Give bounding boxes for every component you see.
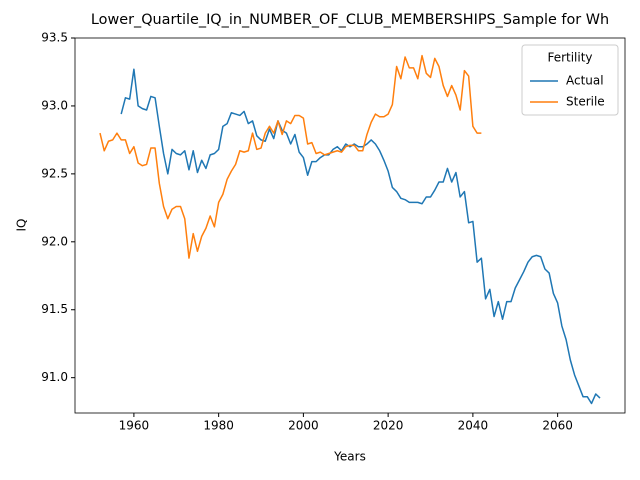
x-tick-label: 2000	[288, 419, 319, 433]
legend-box	[521, 44, 619, 116]
chart-title: Lower_Quartile_IQ_in_NUMBER_OF_CLUB_MEMB…	[91, 12, 609, 28]
plot-frame	[74, 37, 626, 414]
y-tick-label: 92.5	[41, 166, 68, 180]
x-tick-label: 1960	[119, 419, 150, 433]
legend-label: Sterile	[566, 95, 605, 109]
y-tick-label: 93.0	[41, 98, 68, 112]
x-tick-label: 2020	[373, 419, 404, 433]
x-tick-label: 2060	[542, 419, 573, 433]
legend-title: Fertility	[547, 51, 592, 65]
y-tick-label: 92.0	[41, 234, 68, 248]
x-tick-label: 1980	[203, 419, 234, 433]
y-tick-label: 91.0	[41, 370, 68, 384]
x-tick-label: 2040	[458, 419, 489, 433]
y-tick-label: 93.5	[41, 31, 68, 45]
y-tick-label: 91.5	[41, 302, 68, 316]
data-line	[99, 54, 482, 259]
legend-label: Actual	[566, 74, 604, 88]
y-axis-label: IQ	[15, 219, 29, 232]
x-axis-label: Years	[333, 450, 366, 464]
data-line	[120, 68, 601, 405]
